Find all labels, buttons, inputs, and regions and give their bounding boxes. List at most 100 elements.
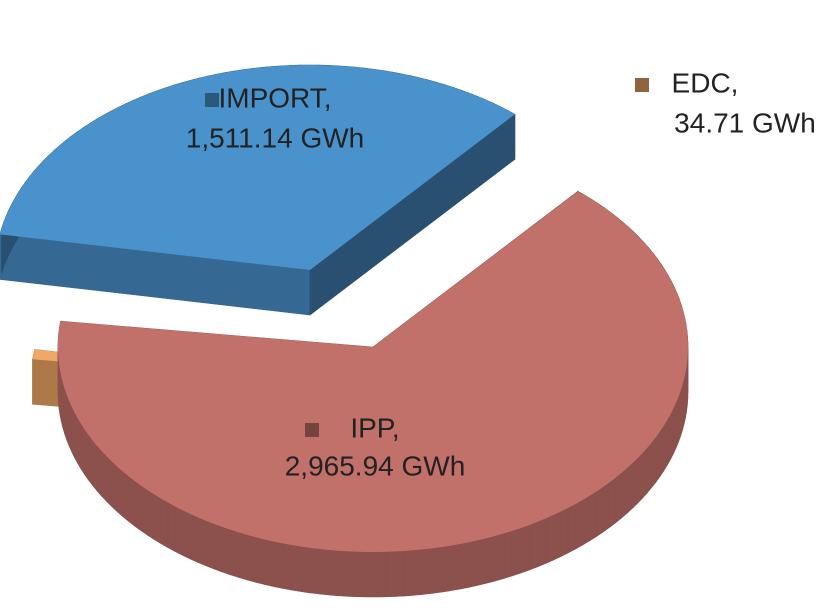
slice-wall bbox=[663, 419, 668, 472]
category-label: EDC, bbox=[672, 67, 739, 98]
slice-wall bbox=[608, 477, 616, 529]
slice-wall bbox=[575, 499, 583, 550]
slice-wall bbox=[111, 460, 118, 513]
slice-wall bbox=[486, 535, 496, 584]
slice-wall bbox=[182, 509, 191, 560]
slice-wall bbox=[128, 475, 135, 527]
slice-wall bbox=[160, 497, 169, 549]
slice-wall bbox=[213, 523, 223, 573]
slice bbox=[0, 65, 515, 270]
slice-wall bbox=[88, 433, 93, 487]
slice-wall bbox=[347, 551, 358, 598]
slice-wall bbox=[678, 390, 682, 442]
slice-wall bbox=[675, 396, 679, 448]
slice-wall bbox=[319, 548, 330, 596]
slice-wall bbox=[631, 457, 638, 510]
slice-wall bbox=[375, 551, 386, 598]
slice-wall bbox=[291, 544, 302, 592]
slice-wall bbox=[77, 416, 82, 470]
slice-wall bbox=[614, 472, 622, 524]
slice-wall bbox=[595, 486, 604, 538]
slice-wall bbox=[520, 524, 530, 574]
slice-wall bbox=[122, 470, 129, 522]
slice-wall bbox=[73, 411, 78, 463]
slice-wall bbox=[450, 543, 460, 592]
slice-wall bbox=[560, 507, 569, 558]
slice-wall bbox=[153, 493, 162, 545]
slice-wall bbox=[626, 462, 633, 515]
slice-wall bbox=[68, 400, 72, 452]
slice-wall bbox=[221, 526, 231, 576]
slice-wall bbox=[282, 543, 293, 591]
slice-wall bbox=[441, 545, 451, 593]
slice-wall bbox=[642, 447, 648, 499]
slice-wall bbox=[659, 424, 665, 478]
slice-wall bbox=[174, 505, 183, 556]
slice-wall bbox=[503, 530, 513, 579]
slice-wall bbox=[567, 503, 576, 554]
label-marker bbox=[635, 78, 649, 92]
slice-wall bbox=[273, 541, 284, 589]
slice-wall bbox=[101, 450, 107, 503]
slice-wall bbox=[197, 516, 207, 567]
slice-wall bbox=[140, 484, 148, 536]
slice-wall bbox=[337, 550, 348, 597]
slice-wall bbox=[544, 514, 554, 565]
slice-wall bbox=[511, 527, 521, 577]
slice-wall bbox=[637, 452, 643, 505]
slice-wall bbox=[255, 536, 266, 585]
slice-wall bbox=[328, 549, 339, 597]
slice-wall bbox=[536, 518, 546, 568]
slice-wall bbox=[205, 520, 215, 570]
slice-wall bbox=[189, 513, 199, 563]
slice-wall bbox=[403, 549, 414, 597]
slice-wall bbox=[582, 495, 590, 546]
slice-wall bbox=[116, 465, 123, 518]
slice-wall bbox=[71, 406, 75, 458]
slice-wall bbox=[167, 502, 176, 552]
slice-wall bbox=[413, 549, 424, 596]
value-label: 34.71 GWh bbox=[674, 107, 816, 138]
slice-wall bbox=[528, 521, 538, 571]
slice-wall bbox=[655, 430, 661, 483]
slice-wall bbox=[366, 551, 377, 598]
slice-wall bbox=[552, 511, 561, 561]
slice-wall bbox=[494, 533, 505, 582]
slice-wall bbox=[673, 402, 677, 454]
slice-wall bbox=[620, 467, 628, 519]
slice-wall bbox=[468, 540, 478, 588]
slice-wall bbox=[64, 388, 67, 440]
slice-wall bbox=[84, 428, 89, 481]
slice-wall bbox=[146, 489, 155, 540]
slice-wall bbox=[667, 413, 671, 467]
slice-wall bbox=[247, 534, 257, 583]
slice bbox=[58, 191, 688, 552]
value-label: 1,511.14 GWh bbox=[186, 122, 364, 153]
slice-wall bbox=[300, 546, 311, 594]
category-label: IMPORT, bbox=[218, 82, 331, 113]
slice-wall bbox=[394, 550, 405, 597]
slice-wall bbox=[92, 439, 98, 492]
slice-wall bbox=[422, 548, 433, 595]
slice-wall bbox=[309, 547, 320, 595]
slice-wall bbox=[80, 422, 85, 476]
slice-wall bbox=[106, 455, 112, 508]
slice-wall bbox=[230, 529, 240, 578]
slice-wall bbox=[477, 537, 487, 586]
label-marker bbox=[305, 423, 319, 437]
slice-wall bbox=[238, 532, 248, 581]
slice-wall bbox=[96, 444, 102, 497]
slice-wall bbox=[602, 482, 610, 533]
label-marker bbox=[205, 93, 219, 107]
slice-wall bbox=[459, 541, 469, 590]
slice-wall bbox=[651, 436, 657, 489]
slice-wall bbox=[264, 539, 275, 587]
slice-wall bbox=[356, 551, 367, 598]
slice-wall bbox=[384, 551, 395, 598]
slice-wall bbox=[431, 546, 442, 594]
slice-wall bbox=[66, 394, 70, 446]
value-label: 2,965.94 GWh bbox=[285, 450, 466, 481]
slice-wall bbox=[589, 491, 597, 542]
category-label: IPP, bbox=[350, 412, 399, 443]
